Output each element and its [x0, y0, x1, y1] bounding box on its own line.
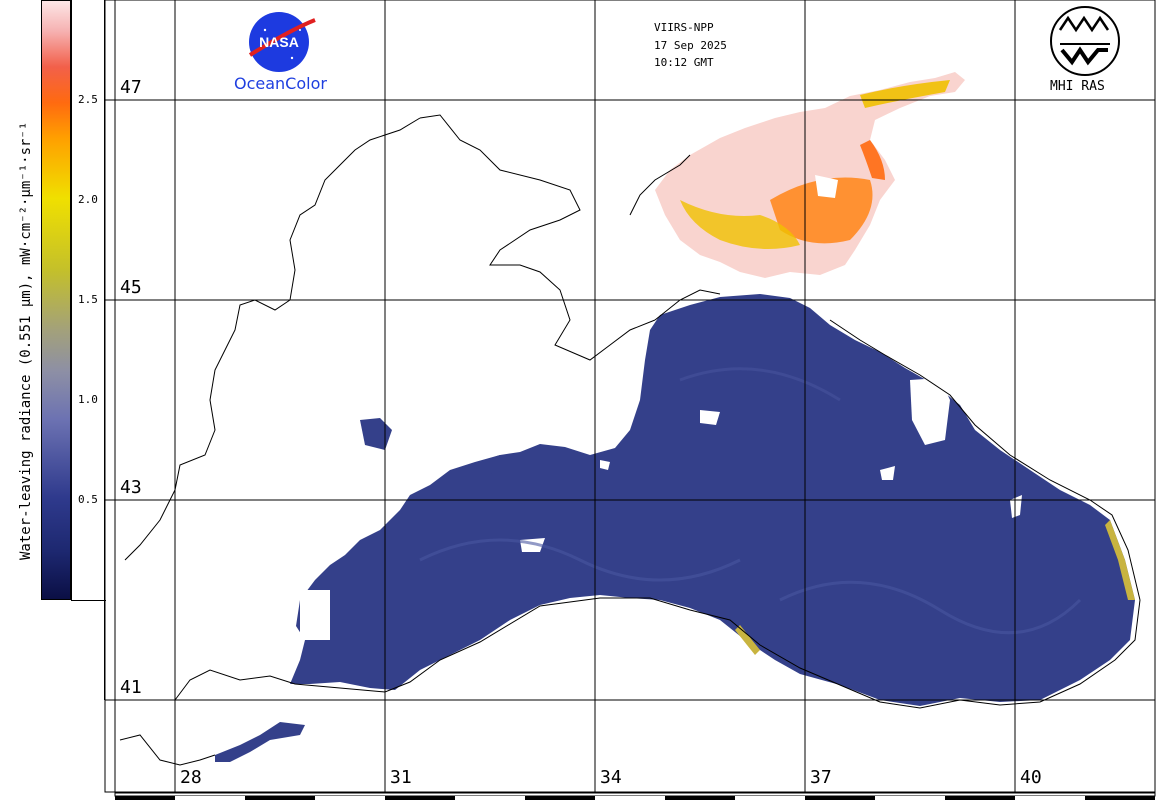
- cloud-patch: [600, 460, 610, 470]
- colorbar-tick: 2.5: [78, 93, 98, 106]
- coastal-bloom: [1105, 520, 1135, 600]
- lon-label: 34: [600, 767, 622, 788]
- coast-west: [124, 117, 421, 561]
- coast-azov: [629, 154, 691, 216]
- colorbar-axis: [71, 0, 106, 601]
- azov-bloom: [860, 80, 950, 108]
- azov-water: [655, 72, 965, 278]
- lon-label: 37: [810, 767, 832, 788]
- scale-bar: [114, 792, 1156, 800]
- lon-label: 31: [390, 767, 412, 788]
- sensor-label: VIIRS-NPP: [654, 21, 714, 34]
- nasa-logo-text: NASA: [259, 34, 299, 50]
- lat-label: 47: [120, 77, 142, 98]
- sea-swirl: [679, 367, 841, 402]
- sea-of-marmara: [215, 722, 305, 762]
- cloud-patch: [700, 410, 720, 425]
- coast-kerch: [654, 289, 721, 321]
- date-label: 17 Sep 2025: [654, 39, 727, 52]
- map-frame: [104, 0, 1156, 793]
- coastal-bloom: [735, 625, 760, 655]
- azov-bloom: [680, 200, 800, 249]
- cloud-patch: [880, 466, 895, 480]
- lat-label: 43: [120, 477, 142, 498]
- lat-label: 41: [120, 677, 142, 698]
- cloud-patch: [300, 590, 330, 640]
- lon-label: 28: [180, 767, 202, 788]
- lat-label: 45: [120, 277, 142, 298]
- sea-fragment: [485, 455, 505, 474]
- coast-crimea: [419, 114, 656, 361]
- time-label: 10:12 GMT: [654, 56, 714, 69]
- sea-of-azov: [655, 72, 965, 278]
- oceancolor-label: OceanColor: [234, 74, 327, 93]
- sea-swirl: [779, 580, 1082, 635]
- cloud-patch: [1010, 495, 1022, 518]
- colorbar-gradient: [41, 0, 71, 600]
- nasa-logo-icon: NASA: [248, 12, 316, 72]
- sea-fragment: [360, 418, 392, 450]
- coast-east: [829, 319, 1141, 601]
- colorbar-tick: 2.0: [78, 193, 98, 206]
- mhi-ras-logo-icon: [1050, 6, 1120, 76]
- colorbar-tick: 1.5: [78, 293, 98, 306]
- azov-cloud: [815, 175, 838, 198]
- coast-bosporus: [119, 734, 216, 766]
- cloud-patch: [910, 378, 950, 445]
- mhi-ras-label: MHI RAS: [1050, 79, 1105, 94]
- colorbar-tick: 0.5: [78, 493, 98, 506]
- sea-swirl: [419, 538, 741, 582]
- azov-bloom: [770, 177, 873, 244]
- graticule: [105, 0, 1155, 792]
- colorbar-tick: 1.0: [78, 393, 98, 406]
- lon-label: 40: [1020, 767, 1042, 788]
- azov-bloom: [860, 140, 885, 180]
- coast-south: [174, 597, 1141, 709]
